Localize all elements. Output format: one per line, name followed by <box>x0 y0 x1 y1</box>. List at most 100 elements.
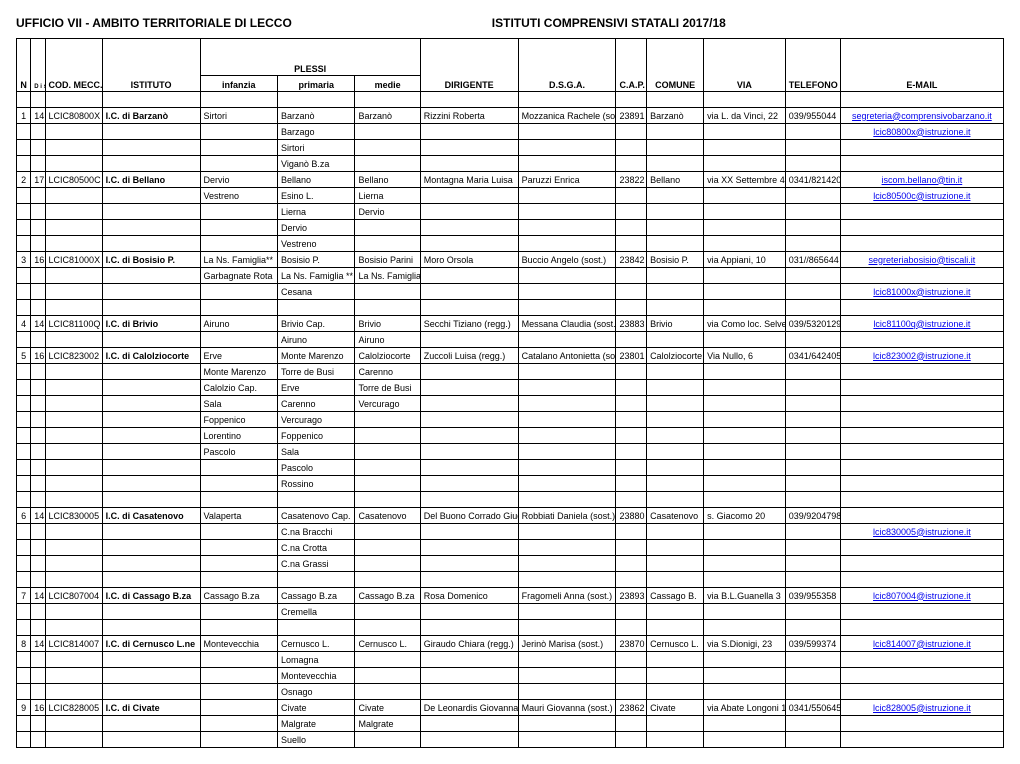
cell-tel <box>785 188 840 204</box>
cell-cap <box>616 364 647 380</box>
cell-d <box>31 492 45 508</box>
cell-ist <box>102 220 200 236</box>
cell-cod <box>45 332 102 348</box>
cell-cap: 23880 <box>616 508 647 524</box>
cell-cod <box>45 604 102 620</box>
email-link[interactable]: lcic830005@istruzione.it <box>873 527 971 537</box>
cell-email <box>840 396 1003 412</box>
cell-d <box>31 652 45 668</box>
cell-email <box>840 412 1003 428</box>
cell-inf <box>200 716 277 732</box>
cell-email: segreteriabosisio@tiscali.it <box>840 252 1003 268</box>
cell-tel: 0341/821420 <box>785 172 840 188</box>
cell-tel <box>785 124 840 140</box>
cell-via: via L. da Vinci, 22 <box>704 108 786 124</box>
table-row: Dervio <box>17 220 1004 236</box>
cell-com <box>647 300 704 316</box>
cell-ist <box>102 732 200 748</box>
email-link[interactable]: lcic80800x@istruzione.it <box>873 127 970 137</box>
cell-tel <box>785 412 840 428</box>
cell-cod: LCIC81100Q <box>45 316 102 332</box>
cell-n <box>17 428 31 444</box>
cell-ist <box>102 492 200 508</box>
cell-via <box>704 156 786 172</box>
email-link[interactable]: lcic828005@istruzione.it <box>873 703 971 713</box>
cell-ist <box>102 668 200 684</box>
cell-dir <box>420 492 518 508</box>
email-link[interactable]: lcic814007@istruzione.it <box>873 639 971 649</box>
cell-cod <box>45 444 102 460</box>
cell-email: lcic830005@istruzione.it <box>840 524 1003 540</box>
cell-dir <box>420 716 518 732</box>
cell-email <box>840 236 1003 252</box>
cell-cod: LCIC823002 <box>45 348 102 364</box>
email-link[interactable]: lcic81100q@istruzione.it <box>873 319 970 329</box>
cell-via <box>704 124 786 140</box>
cell-cap <box>616 540 647 556</box>
cell-ist: I.C. di Bellano <box>102 172 200 188</box>
cell-tel <box>785 332 840 348</box>
cell-ist <box>102 572 200 588</box>
email-link[interactable]: segreteriabosisio@tiscali.it <box>869 255 976 265</box>
cell-med <box>355 524 420 540</box>
cell-med <box>355 684 420 700</box>
email-link[interactable]: lcic807004@istruzione.it <box>873 591 971 601</box>
cell-com <box>647 124 704 140</box>
cell-com <box>647 268 704 284</box>
cell-dir <box>420 188 518 204</box>
cell-inf: Airuno <box>200 316 277 332</box>
cell-com <box>647 620 704 636</box>
table-row: Barzagolcic80800x@istruzione.it <box>17 124 1004 140</box>
cell-med: Calolziocorte <box>355 348 420 364</box>
email-link[interactable]: iscom.bellano@tin.it <box>882 175 963 185</box>
cell-tel <box>785 380 840 396</box>
table-row: 614LCIC830005I.C. di CasatenovoValaperta… <box>17 508 1004 524</box>
cell-dir <box>420 540 518 556</box>
cell-via <box>704 492 786 508</box>
cell-med <box>355 428 420 444</box>
header-distr: D i s t r <box>31 39 45 92</box>
cell-n: 8 <box>17 636 31 652</box>
cell-com <box>647 652 704 668</box>
cell-com <box>647 396 704 412</box>
cell-prim: Osnago <box>277 684 354 700</box>
cell-d <box>31 556 45 572</box>
cell-n: 4 <box>17 316 31 332</box>
cell-dir: Del Buono Corrado Giudo <box>420 508 518 524</box>
cell-n <box>17 492 31 508</box>
cell-med: Bosisio Parini <box>355 252 420 268</box>
cell-prim: Cassago B.za <box>277 588 354 604</box>
cell-d <box>31 204 45 220</box>
email-link[interactable]: lcic80500c@istruzione.it <box>873 191 970 201</box>
cell-cod <box>45 492 102 508</box>
cell-via: s. Giacomo 20 <box>704 508 786 524</box>
cell-tel <box>785 540 840 556</box>
email-link[interactable]: lcic81000x@istruzione.it <box>873 287 970 297</box>
table-row: SalaCarennoVercurago <box>17 396 1004 412</box>
cell-n <box>17 236 31 252</box>
cell-via <box>704 604 786 620</box>
cell-email: iscom.bellano@tin.it <box>840 172 1003 188</box>
cell-email <box>840 156 1003 172</box>
table-row: 217LCIC80500CI.C. di BellanoDervioBellan… <box>17 172 1004 188</box>
cell-d <box>31 220 45 236</box>
cell-dir <box>420 124 518 140</box>
table-row: Monte MarenzoTorre de BusiCarenno <box>17 364 1004 380</box>
email-link[interactable]: lcic823002@istruzione.it <box>873 351 971 361</box>
cell-ist <box>102 540 200 556</box>
cell-dir <box>420 620 518 636</box>
cell-email <box>840 380 1003 396</box>
cell-med <box>355 476 420 492</box>
cell-cod <box>45 572 102 588</box>
cell-via <box>704 396 786 412</box>
cell-med <box>355 492 420 508</box>
cell-tel <box>785 524 840 540</box>
cell-dir <box>420 444 518 460</box>
cell-com <box>647 540 704 556</box>
cell-dir <box>420 92 518 108</box>
cell-d <box>31 524 45 540</box>
table-row: PascoloSala <box>17 444 1004 460</box>
cell-dsga <box>518 236 616 252</box>
email-link[interactable]: segreteria@comprensivobarzano.it <box>852 111 992 121</box>
cell-dir: Montagna Maria Luisa <box>420 172 518 188</box>
